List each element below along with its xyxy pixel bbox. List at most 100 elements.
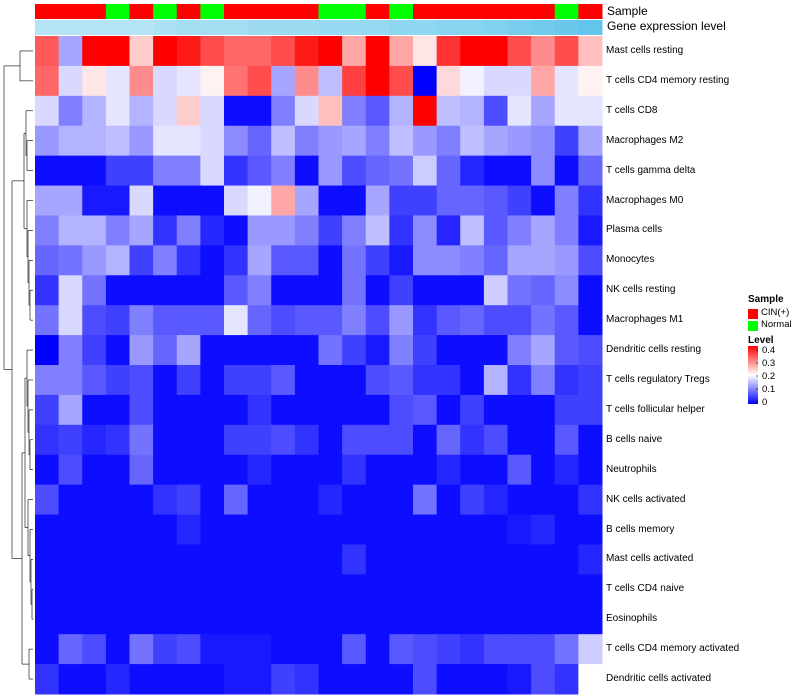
heatmap-cell (318, 424, 343, 456)
heatmap-cell (389, 574, 414, 605)
heatmap-cell (578, 365, 603, 396)
heatmap-cell (342, 95, 367, 127)
heatmap-cell (176, 215, 201, 246)
heatmap-cell (365, 394, 390, 426)
gene-expression-cell (176, 20, 201, 35)
heatmap-cell (105, 95, 130, 127)
heatmap-cell (531, 424, 556, 456)
heatmap-cell (153, 215, 178, 246)
heatmap-cell (342, 574, 367, 605)
heatmap-cell (507, 155, 532, 187)
heatmap-cell (247, 155, 272, 187)
heatmap-cell (318, 394, 343, 426)
heatmap-cell (129, 454, 154, 486)
heatmap-cell (413, 544, 438, 575)
sample-cell (413, 4, 438, 19)
heatmap-cell (105, 125, 130, 157)
legend-swatch-normal (748, 321, 758, 331)
heatmap-cell (578, 125, 603, 157)
heatmap-cell (531, 604, 556, 635)
heatmap-cell (129, 484, 154, 516)
heatmap-cell (389, 125, 414, 157)
heatmap-cell (105, 664, 130, 695)
heatmap-cell (578, 335, 603, 366)
heatmap-cell (224, 634, 249, 665)
heatmap-cell (389, 604, 414, 635)
heatmap-cell (35, 514, 60, 545)
row-label: Plasma cells (606, 224, 663, 236)
heatmap-cell (554, 634, 579, 665)
heatmap-cell (365, 454, 390, 486)
heatmap-cell (531, 454, 556, 486)
heatmap-cell (105, 335, 130, 366)
heatmap-cell (153, 544, 178, 575)
heatmap-cell (58, 215, 83, 246)
heatmap-cell (483, 514, 508, 545)
heatmap-cell (365, 514, 390, 545)
gene-expression-cell (531, 20, 556, 35)
heatmap-cell (460, 305, 485, 336)
heatmap-cell (82, 394, 107, 426)
heatmap-cell (483, 185, 508, 216)
heatmap-cell (224, 664, 249, 695)
heatmap-cell (365, 544, 390, 575)
heatmap-cell (365, 275, 390, 306)
heatmap-cell (554, 394, 579, 426)
heatmap-cell (176, 125, 201, 157)
row-label: B cells naive (606, 433, 663, 445)
heatmap-cell (35, 394, 60, 426)
heatmap-cell (483, 604, 508, 635)
heatmap-cell (129, 95, 154, 127)
heatmap-cell (176, 95, 201, 127)
heatmap-cell (554, 604, 579, 635)
heatmap-cell (294, 514, 319, 545)
heatmap-cell (460, 664, 485, 695)
heatmap-cell (271, 424, 296, 456)
heatmap-cell (483, 574, 508, 605)
heatmap-cell (58, 514, 83, 545)
heatmap-cell (153, 484, 178, 516)
heatmap-cell (153, 335, 178, 366)
heatmap-cell (436, 394, 461, 426)
heatmap-cell (200, 664, 225, 695)
heatmap-cell (35, 664, 60, 695)
heatmap-cell (531, 544, 556, 575)
heatmap-cell (389, 155, 414, 187)
heatmap-cell (460, 155, 485, 187)
heatmap-cell (35, 215, 60, 246)
sample-cell (224, 4, 249, 19)
heatmap-cell (507, 484, 532, 516)
heatmap-cell (271, 514, 296, 545)
heatmap-cell (342, 604, 367, 635)
heatmap-cell (578, 215, 603, 246)
heatmap-cell (271, 125, 296, 157)
heatmap-cell (389, 305, 414, 336)
heatmap-cell (318, 365, 343, 396)
heatmap-cell (342, 185, 367, 216)
heatmap-cell (247, 484, 272, 516)
heatmap-cell (153, 634, 178, 665)
level-tick-label-3: 0.1 (762, 384, 776, 395)
heatmap-cell (436, 634, 461, 665)
heatmap-cell (413, 394, 438, 426)
heatmap-cell (129, 394, 154, 426)
heatmap-cell (365, 424, 390, 456)
heatmap-cell (531, 275, 556, 306)
sample-cell (271, 4, 296, 19)
heatmap-cell (342, 155, 367, 187)
heatmap-cell (82, 664, 107, 695)
heatmap-cell (507, 514, 532, 545)
level-tick-label-2: 0.2 (762, 371, 776, 382)
heatmap-cell (129, 664, 154, 695)
heatmap-cell (531, 634, 556, 665)
heatmap-cell (247, 65, 272, 97)
heatmap-cell (176, 155, 201, 187)
heatmap-cell (460, 454, 485, 486)
sample-cell (578, 4, 603, 19)
heatmap-cell (413, 365, 438, 396)
gene-expression-annotation-label: Gene expression level (607, 19, 726, 33)
heatmap-cell (271, 365, 296, 396)
heatmap-cell (507, 36, 532, 67)
heatmap-cell (105, 424, 130, 456)
heatmap-cell (247, 275, 272, 306)
